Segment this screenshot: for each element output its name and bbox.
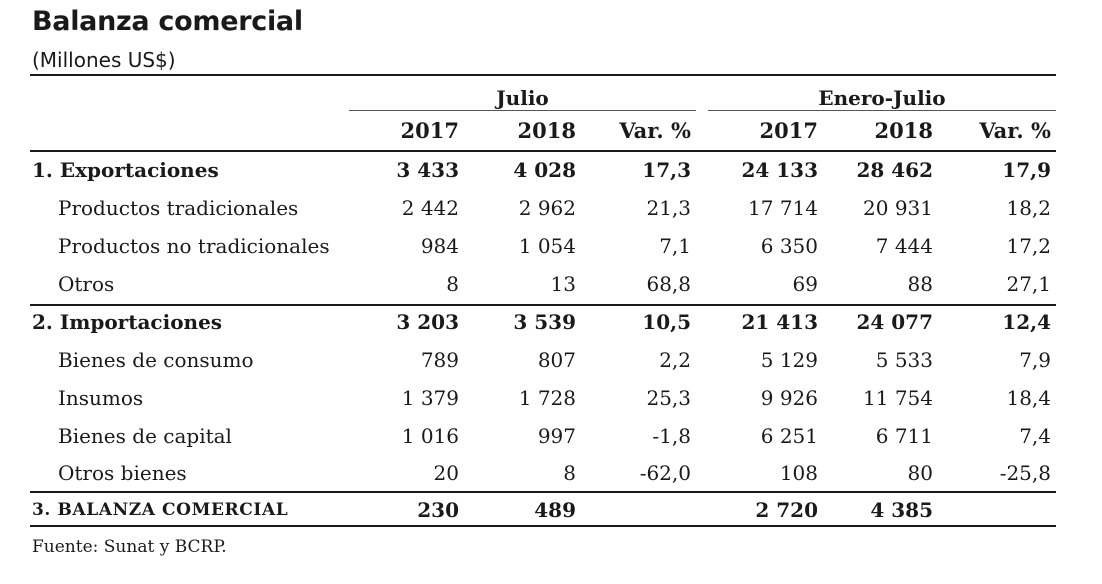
table-row-otros: Otros 8 13 68,8 69 88 27,1 [0,272,1102,308]
cell-julio-var: 21,3 [646,196,691,220]
cell-julio-2017: 1 016 [401,424,459,448]
cell-julio-var: 2,2 [659,348,691,372]
table-row-otros-bienes: Otros bienes 20 8 -62,0 108 80 -25,8 [0,461,1102,497]
cell-enero-julio-2017: 69 [792,272,818,296]
cell-enero-julio-2018: 28 462 [856,158,933,182]
cell-julio-var: 17,3 [642,158,691,182]
top-rule [30,74,1056,76]
column-header-enero-julio-var: Var. % [979,118,1051,143]
cell-enero-julio-var: 17,9 [1002,158,1051,182]
row-label: 1. Exportaciones [32,158,219,182]
row-label: Productos tradicionales [58,196,299,220]
cell-julio-var: 10,5 [642,310,691,334]
column-header-julio-2018: 2018 [517,118,576,143]
section-rule-balanza [30,491,1056,493]
row-label: Otros [58,272,115,296]
row-label: Bienes de capital [58,424,232,448]
cell-enero-julio-2017: 108 [779,461,818,485]
group-rule-julio [349,110,696,111]
row-label: Otros bienes [58,461,187,485]
column-header-enero-julio-2017: 2017 [759,118,818,143]
cell-enero-julio-var: 18,4 [1006,386,1051,410]
cell-enero-julio-2017: 6 251 [760,424,818,448]
cell-enero-julio-var: -25,8 [999,461,1051,485]
table-subtitle: (Millones US$) [32,48,176,72]
table-title: Balanza comercial [32,6,303,37]
group-header-julio: Julio [496,86,549,110]
group-rule-enero-julio [708,110,1056,111]
cell-enero-julio-2018: 24 077 [856,310,933,334]
row-label: Productos no tradicionales [58,234,330,258]
cell-enero-julio-2018: 7 444 [875,234,933,258]
cell-julio-2018: 3 539 [513,310,576,334]
table-row-exportaciones: 1. Exportaciones 3 433 4 028 17,3 24 133… [0,158,1102,194]
row-label: Bienes de consumo [58,348,254,372]
cell-enero-julio-2017: 6 350 [760,234,818,258]
cell-julio-var: 7,1 [659,234,691,258]
cell-julio-2017: 1 379 [401,386,459,410]
cell-julio-2018: 489 [534,498,576,522]
cell-julio-var: 25,3 [646,386,691,410]
cell-julio-2018: 997 [537,424,576,448]
cell-enero-julio-2017: 9 926 [760,386,818,410]
group-header-enero-julio: Enero-Julio [818,86,946,110]
cell-enero-julio-2018: 88 [907,272,933,296]
cell-enero-julio-var: 12,4 [1002,310,1051,334]
cell-julio-2018: 2 962 [518,196,576,220]
cell-julio-2017: 230 [417,498,459,522]
cell-enero-julio-2017: 24 133 [741,158,818,182]
table-row-productos-tradicionales: Productos tradicionales 2 442 2 962 21,3… [0,196,1102,232]
cell-enero-julio-2017: 17 714 [748,196,818,220]
table-row-balanza-comercial: 3. BALANZA COMERCIAL 230 489 2 720 4 385 [0,498,1102,534]
cell-julio-2017: 3 433 [396,158,459,182]
cell-enero-julio-var: 17,2 [1006,234,1051,258]
section-rule-importaciones [30,304,1056,306]
cell-julio-var: -62,0 [639,461,691,485]
cell-enero-julio-2017: 5 129 [760,348,818,372]
cell-julio-2017: 8 [446,272,459,296]
cell-enero-julio-var: 7,9 [1019,348,1051,372]
header-rule [30,150,1056,152]
cell-enero-julio-2018: 20 931 [863,196,933,220]
cell-enero-julio-2018: 80 [907,461,933,485]
cell-julio-2017: 789 [420,348,459,372]
cell-julio-2018: 4 028 [513,158,576,182]
table-row-insumos: Insumos 1 379 1 728 25,3 9 926 11 754 18… [0,386,1102,422]
cell-julio-2017: 984 [420,234,459,258]
row-label: 3. BALANZA COMERCIAL [32,500,289,520]
cell-julio-2017: 20 [433,461,459,485]
row-label: Insumos [58,386,144,410]
cell-julio-var: 68,8 [646,272,691,296]
row-label: 2. Importaciones [32,310,223,334]
cell-julio-2018: 1 054 [518,234,576,258]
cell-julio-2017: 2 442 [401,196,459,220]
bottom-rule [30,525,1056,527]
cell-enero-julio-var: 27,1 [1006,272,1051,296]
table-row-importaciones: 2. Importaciones 3 203 3 539 10,5 21 413… [0,310,1102,346]
cell-julio-2018: 1 728 [518,386,576,410]
cell-enero-julio-2018: 5 533 [875,348,933,372]
table-row-productos-no-tradicionales: Productos no tradicionales 984 1 054 7,1… [0,234,1102,270]
cell-julio-2018: 807 [537,348,576,372]
cell-enero-julio-2018: 4 385 [870,498,933,522]
cell-enero-julio-2018: 11 754 [863,386,933,410]
column-header-julio-var: Var. % [619,118,691,143]
cell-enero-julio-2018: 6 711 [875,424,933,448]
cell-enero-julio-var: 7,4 [1019,424,1051,448]
table-row-bienes-de-consumo: Bienes de consumo 789 807 2,2 5 129 5 53… [0,348,1102,384]
table-row-bienes-de-capital: Bienes de capital 1 016 997 -1,8 6 251 6… [0,424,1102,460]
cell-enero-julio-2017: 21 413 [741,310,818,334]
cell-julio-2018: 8 [563,461,576,485]
cell-julio-var: -1,8 [652,424,691,448]
cell-enero-julio-var: 18,2 [1006,196,1051,220]
cell-julio-2017: 3 203 [396,310,459,334]
cell-enero-julio-2017: 2 720 [755,498,818,522]
cell-julio-2018: 13 [550,272,576,296]
column-header-julio-2017: 2017 [400,118,459,143]
column-header-enero-julio-2018: 2018 [874,118,933,143]
source-note: Fuente: Sunat y BCRP. [32,537,227,557]
